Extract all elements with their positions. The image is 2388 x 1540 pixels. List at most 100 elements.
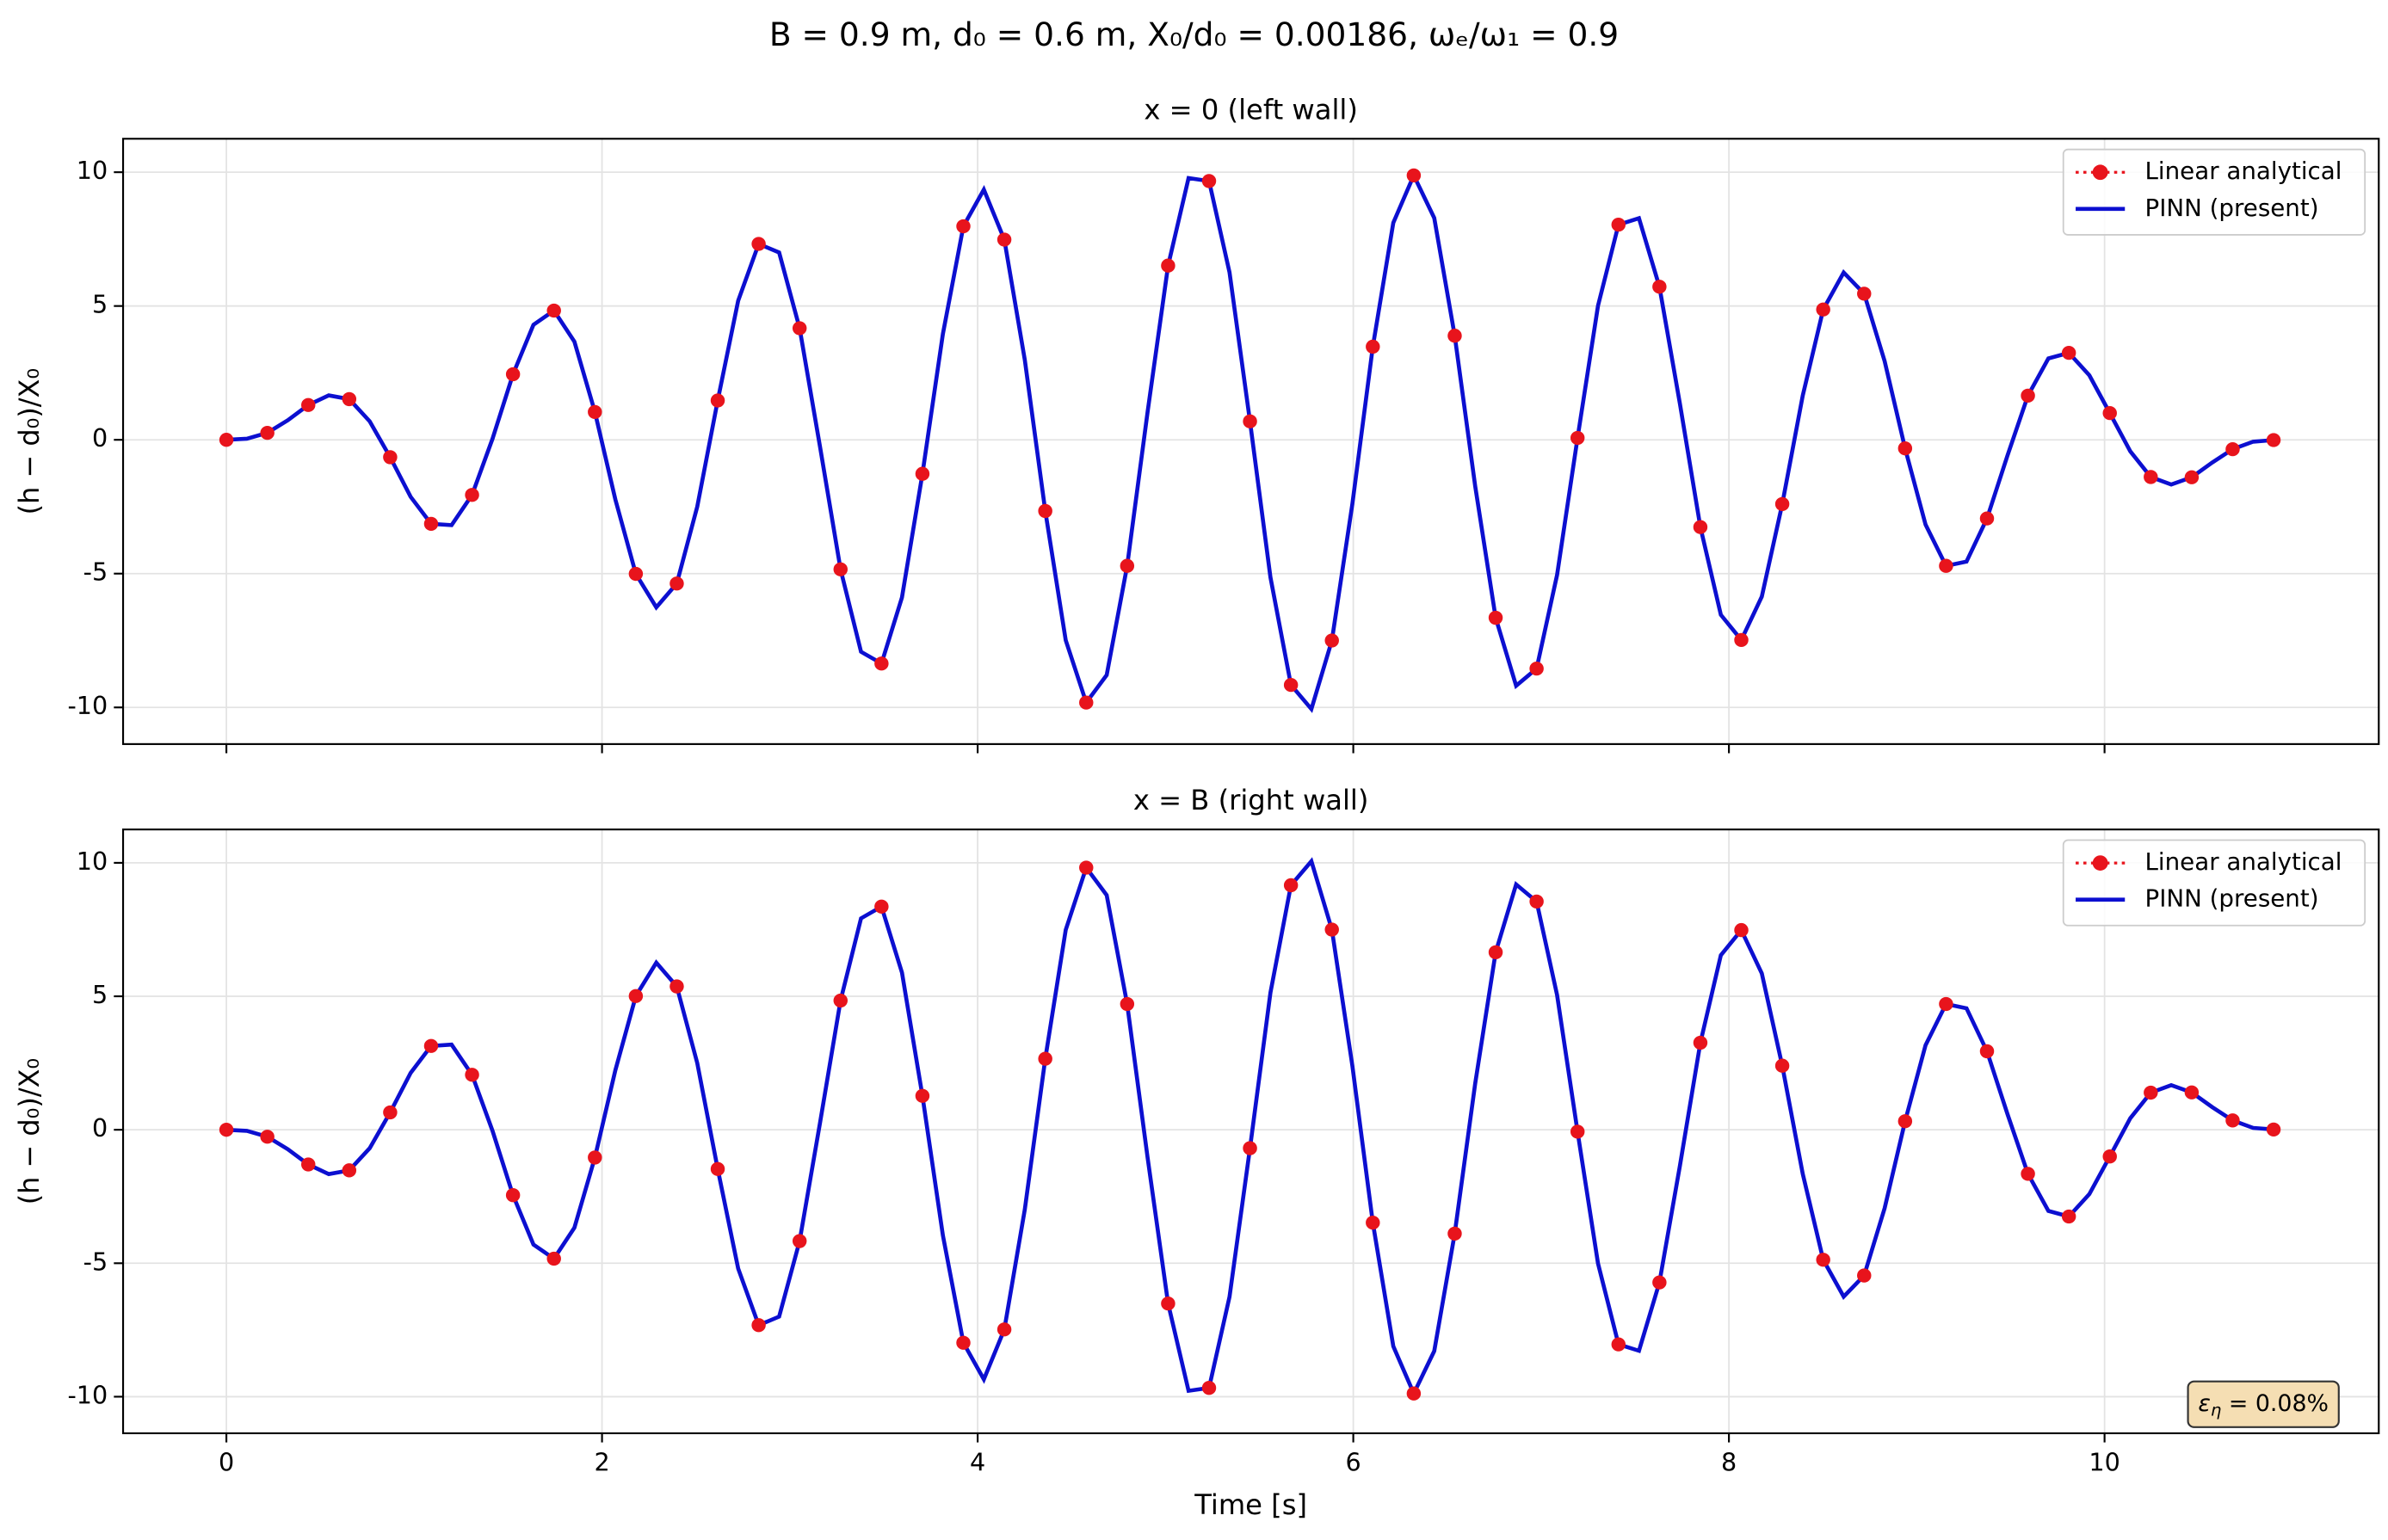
data-point bbox=[2061, 1209, 2076, 1224]
data-point bbox=[1447, 1226, 1462, 1241]
data-point bbox=[1406, 168, 1422, 183]
x-axis-label: Time [s] bbox=[1194, 1488, 1307, 1521]
y-axis-label: (h − d₀)/X₀ bbox=[13, 1058, 46, 1204]
data-point bbox=[915, 1088, 930, 1103]
data-point bbox=[1283, 878, 1299, 893]
y-tick-label: 10 bbox=[77, 157, 108, 185]
legend-label: PINN (present) bbox=[2144, 194, 2318, 222]
data-point bbox=[342, 1163, 357, 1178]
data-point bbox=[874, 656, 889, 671]
data-point bbox=[1816, 302, 1830, 317]
data-point bbox=[2225, 441, 2240, 457]
y-tick-label: -10 bbox=[67, 692, 108, 720]
data-point bbox=[1488, 945, 1503, 959]
legend-label: Linear analytical bbox=[2144, 847, 2342, 876]
data-point bbox=[1979, 1044, 1995, 1059]
data-point bbox=[1488, 610, 1503, 625]
data-point bbox=[1283, 677, 1299, 693]
data-point bbox=[260, 425, 275, 440]
data-point bbox=[628, 566, 644, 582]
x-tick-label: 6 bbox=[1346, 1448, 1361, 1476]
axes-frame bbox=[121, 138, 2380, 745]
axes-frame bbox=[121, 829, 2380, 1435]
data-point bbox=[1857, 1268, 1872, 1283]
figure-title: B = 0.9 m, d₀ = 0.6 m, X₀/d₀ = 0.00186, … bbox=[769, 15, 1619, 53]
x-tick-label: 2 bbox=[594, 1448, 609, 1476]
data-point bbox=[1611, 1337, 1626, 1352]
data-point bbox=[1324, 922, 1339, 937]
data-point bbox=[874, 899, 889, 914]
y-axis-label: (h − d₀)/X₀ bbox=[13, 368, 46, 514]
data-point bbox=[1201, 174, 1217, 188]
data-point bbox=[710, 393, 725, 408]
series-line bbox=[225, 170, 2274, 713]
data-point bbox=[2266, 433, 2281, 447]
legend: Linear analytical PINN (present) bbox=[2062, 148, 2366, 236]
data-point bbox=[2061, 345, 2076, 360]
data-point bbox=[1857, 286, 1872, 301]
legend-box bbox=[2062, 839, 2366, 927]
data-point bbox=[751, 1318, 766, 1333]
data-point bbox=[997, 232, 1012, 247]
legend-label: Linear analytical bbox=[2144, 157, 2342, 185]
data-point bbox=[1201, 1381, 1217, 1395]
data-point bbox=[1652, 280, 1667, 294]
data-point bbox=[1939, 996, 1953, 1012]
data-point bbox=[383, 1105, 398, 1120]
data-point bbox=[1406, 1386, 1422, 1401]
data-point bbox=[2144, 1085, 2158, 1100]
data-point bbox=[2144, 470, 2158, 484]
data-point bbox=[670, 576, 684, 591]
legend: Linear analytical PINN (present) bbox=[2062, 839, 2366, 927]
data-point bbox=[997, 1322, 1012, 1337]
data-point bbox=[1734, 632, 1749, 648]
data-point bbox=[1447, 329, 1462, 343]
y-tick-label: -5 bbox=[83, 558, 108, 587]
data-point bbox=[1161, 258, 1175, 273]
annotation-subscript: η bbox=[2211, 1400, 2221, 1420]
data-point bbox=[1038, 1051, 1052, 1066]
data-point bbox=[833, 993, 848, 1008]
data-point bbox=[423, 1038, 439, 1053]
annotation: εη = 0.08% bbox=[2198, 1390, 2329, 1420]
y-tick-label: 0 bbox=[92, 424, 108, 453]
data-point bbox=[2021, 388, 2035, 403]
data-point bbox=[2184, 1085, 2200, 1100]
data-point bbox=[1570, 430, 1585, 446]
data-point bbox=[710, 1161, 725, 1176]
data-point bbox=[2266, 1122, 2281, 1137]
data-point bbox=[1161, 1296, 1175, 1311]
data-point bbox=[1324, 633, 1339, 648]
data-point bbox=[1243, 414, 1257, 428]
data-point bbox=[792, 321, 807, 336]
data-point bbox=[1529, 662, 1544, 676]
data-point bbox=[1816, 1253, 1830, 1267]
data-point bbox=[1611, 217, 1626, 232]
data-point bbox=[465, 488, 479, 502]
data-point bbox=[1693, 1035, 1708, 1050]
data-point bbox=[1079, 860, 1094, 875]
axes-title: x = B (right wall) bbox=[1133, 784, 1369, 816]
data-point bbox=[1120, 996, 1135, 1012]
data-point bbox=[956, 219, 971, 234]
plot-area bbox=[219, 857, 2281, 1401]
y-tick-label: 5 bbox=[92, 981, 108, 1009]
data-point bbox=[505, 1188, 521, 1203]
data-point bbox=[1079, 695, 1094, 710]
data-point bbox=[1734, 922, 1749, 938]
annotation-symbol: ε bbox=[2198, 1390, 2211, 1417]
data-point bbox=[1897, 441, 1913, 456]
data-point bbox=[2021, 1167, 2035, 1181]
data-point bbox=[2102, 1149, 2117, 1164]
data-point bbox=[833, 562, 848, 576]
data-point bbox=[465, 1068, 479, 1082]
data-point bbox=[260, 1130, 275, 1144]
series-line bbox=[225, 857, 2274, 1399]
x-tick-label: 10 bbox=[2089, 1448, 2120, 1476]
data-point bbox=[956, 1335, 971, 1350]
data-point bbox=[546, 1251, 561, 1266]
y-tick-label: 0 bbox=[92, 1114, 108, 1143]
data-point bbox=[301, 397, 316, 412]
data-point bbox=[219, 1123, 234, 1137]
